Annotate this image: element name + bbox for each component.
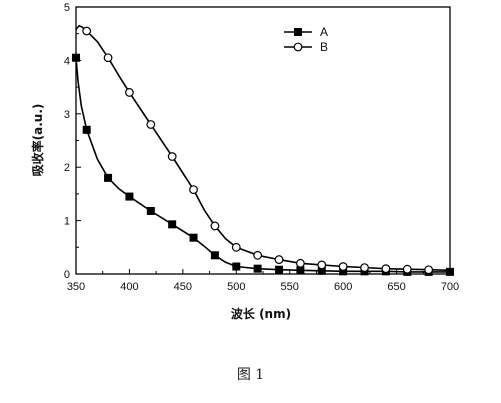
legend-item-b: B — [284, 40, 328, 54]
plot-frame — [75, 6, 451, 275]
legend-b-label: B — [320, 40, 328, 54]
series-b-point — [381, 264, 391, 274]
x-tick-label: 550 — [281, 281, 299, 293]
absorbance-chart: 350 400 450 500 550 600 650 700 0 1 2 3 4 5 AB 波长 (n… — [30, 2, 459, 321]
series-b-point — [210, 221, 220, 231]
x-tick-label: 700 — [441, 281, 459, 293]
series-a-point — [253, 264, 262, 273]
series-a-point — [72, 53, 80, 62]
legend-a-label: A — [320, 25, 328, 39]
series-a-point — [232, 262, 241, 271]
series-b-point — [189, 185, 198, 195]
x-tick-label: 350 — [67, 281, 85, 293]
x-tick-label: 400 — [120, 281, 138, 293]
series-b-point — [317, 260, 327, 270]
x-tick-label: 600 — [334, 281, 352, 293]
series-a-point — [446, 267, 454, 276]
series-b-point — [424, 265, 434, 275]
series-b-point — [146, 120, 156, 129]
x-tick-label: 500 — [227, 281, 245, 293]
series-b-line — [75, 24, 451, 272]
series-b-point — [360, 263, 369, 272]
series-b-point — [231, 242, 241, 252]
series-b-point — [402, 264, 412, 274]
series-a-point — [104, 173, 113, 182]
y-axis-ticks: 0 1 2 3 4 5 — [64, 2, 81, 281]
legend-item-a: A — [284, 25, 328, 39]
series-a-point — [146, 206, 155, 215]
series-b-point — [253, 250, 263, 260]
series-b — [75, 24, 451, 275]
x-tick-label: 650 — [387, 281, 405, 293]
series-b-point — [125, 88, 134, 97]
series-layer — [72, 24, 454, 276]
legend-b-marker — [293, 42, 303, 52]
x-tick-label: 450 — [174, 281, 192, 293]
y-tick-label: 0 — [64, 269, 70, 281]
series-b-point — [296, 258, 305, 268]
x-axis-title: 波长 (nm) — [231, 306, 291, 321]
plot-border — [75, 6, 451, 275]
legend-a-marker — [294, 28, 302, 36]
series-b-point — [274, 255, 284, 264]
series-b-point — [103, 53, 113, 63]
y-tick-label: 3 — [64, 109, 70, 121]
series-a-point — [296, 266, 305, 275]
y-tick-label: 1 — [64, 216, 70, 228]
series-a-point — [189, 233, 198, 242]
series-a-point — [275, 265, 284, 274]
series-a-point — [168, 220, 177, 229]
series-a-point — [210, 251, 219, 260]
y-tick-label: 5 — [64, 2, 70, 14]
series-b-point — [338, 262, 348, 271]
series-a-point — [125, 192, 134, 201]
y-axis-title: 吸收率(a.u.) — [30, 104, 45, 177]
y-tick-label: 2 — [64, 162, 70, 174]
series-a-point — [82, 125, 91, 134]
series-b-point — [167, 152, 177, 161]
figure-caption: 图 1 — [236, 367, 265, 383]
y-tick-label: 4 — [64, 55, 70, 67]
series-b-point — [82, 26, 92, 36]
legend: AB — [284, 25, 328, 54]
series-a — [72, 53, 454, 276]
x-axis-ticks: 350 400 450 500 550 600 650 700 — [67, 269, 459, 293]
